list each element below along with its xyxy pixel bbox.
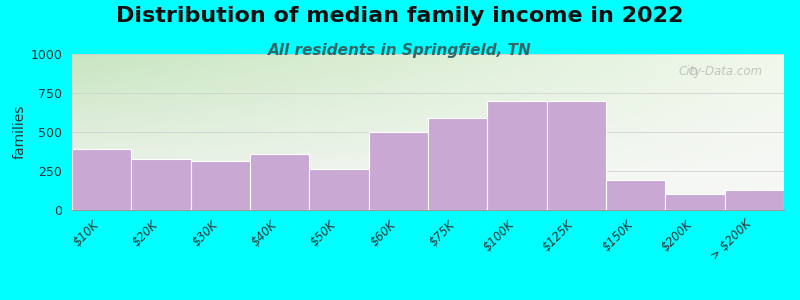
Text: All residents in Springfield, TN: All residents in Springfield, TN (268, 44, 532, 59)
Bar (725, 190, 784, 210)
Text: Distribution of median family income in 2022: Distribution of median family income in … (116, 6, 684, 26)
Bar (369, 132, 428, 210)
Bar (310, 169, 369, 210)
Bar (546, 101, 606, 210)
Bar (487, 101, 546, 210)
Text: ⊙: ⊙ (688, 65, 698, 78)
Text: City-Data.com: City-Data.com (678, 65, 762, 78)
Bar (666, 194, 725, 210)
Y-axis label: families: families (12, 105, 26, 159)
Bar (72, 149, 131, 210)
Bar (131, 158, 190, 210)
Bar (606, 180, 666, 210)
Bar (250, 154, 310, 210)
Bar (190, 161, 250, 210)
Bar (428, 118, 487, 210)
